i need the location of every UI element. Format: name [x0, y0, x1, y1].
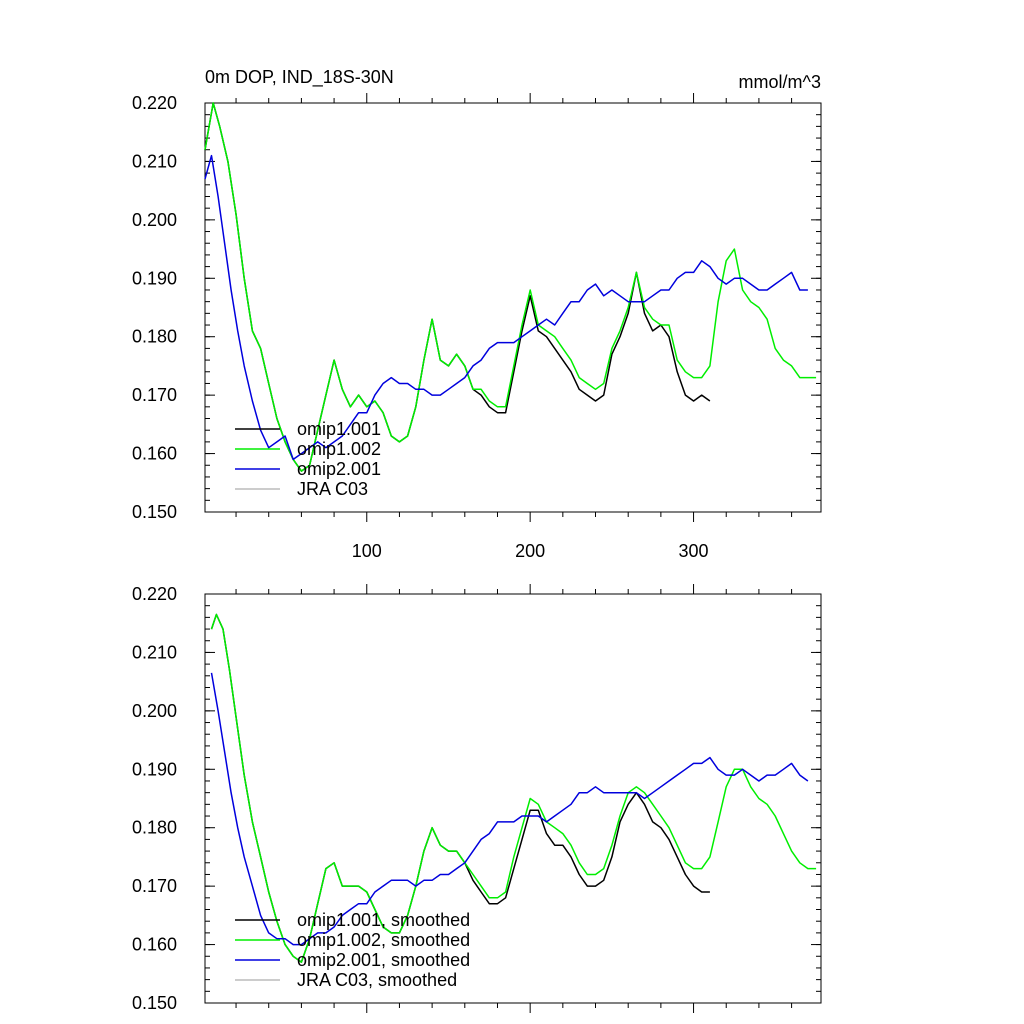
y-tick-label: 0.180 [132, 818, 177, 838]
series-line-2 [210, 613, 817, 963]
y-tick-label: 0.170 [132, 876, 177, 896]
y-tick-label: 0.180 [132, 327, 177, 347]
series-line-1 [204, 102, 711, 472]
plot-frame [204, 102, 822, 513]
y-tick-label: 0.160 [132, 935, 177, 955]
plot-frame [204, 593, 822, 1004]
chart-panel-1: 0.150 0.160 0.170 0.180 0.190 0.200 0.210 0.220… [132, 67, 822, 561]
y-tick-label: 0.190 [132, 759, 177, 779]
legend-label-3: omip2.001 [297, 459, 381, 479]
chart-title: 0m DOP, IND_18S-30N [205, 67, 394, 88]
y-tick-label: 0.190 [132, 268, 177, 288]
x-tick-label: 100 [352, 541, 382, 561]
y-tick-label: 0.200 [132, 210, 177, 230]
series-line-3 [210, 672, 809, 946]
y-tick-label: 0.220 [132, 93, 177, 113]
series-line-2 [204, 102, 817, 472]
series-line-3 [204, 154, 808, 461]
chart-panel-2: 0.150 0.160 0.170 0.180 0.190 0.200 0.210 0.220… [132, 584, 822, 1013]
legend-label-2: omip1.002, smoothed [297, 930, 470, 950]
y-tick-label: 0.160 [132, 444, 177, 464]
y-tick-label: 0.220 [132, 584, 177, 604]
y-tick-label: 0.210 [132, 151, 177, 171]
x-tick-label: 300 [679, 541, 709, 561]
y-tick-label: 0.200 [132, 701, 177, 721]
units-label: mmol/m^3 [739, 72, 821, 92]
y-tick-label: 0.150 [132, 502, 177, 522]
legend-label-4: JRA C03, smoothed [297, 970, 457, 990]
legend-label-3: omip2.001, smoothed [297, 950, 470, 970]
legend-label-1: omip1.001, smoothed [297, 910, 470, 930]
y-tick-label: 0.210 [132, 642, 177, 662]
x-tick-label: 200 [515, 541, 545, 561]
legend-label-4: JRA C03 [297, 479, 368, 499]
y-tick-label: 0.150 [132, 993, 177, 1013]
legend-label-2: omip1.002 [297, 439, 381, 459]
legend-label-1: omip1.001 [297, 419, 381, 439]
y-tick-label: 0.170 [132, 385, 177, 405]
